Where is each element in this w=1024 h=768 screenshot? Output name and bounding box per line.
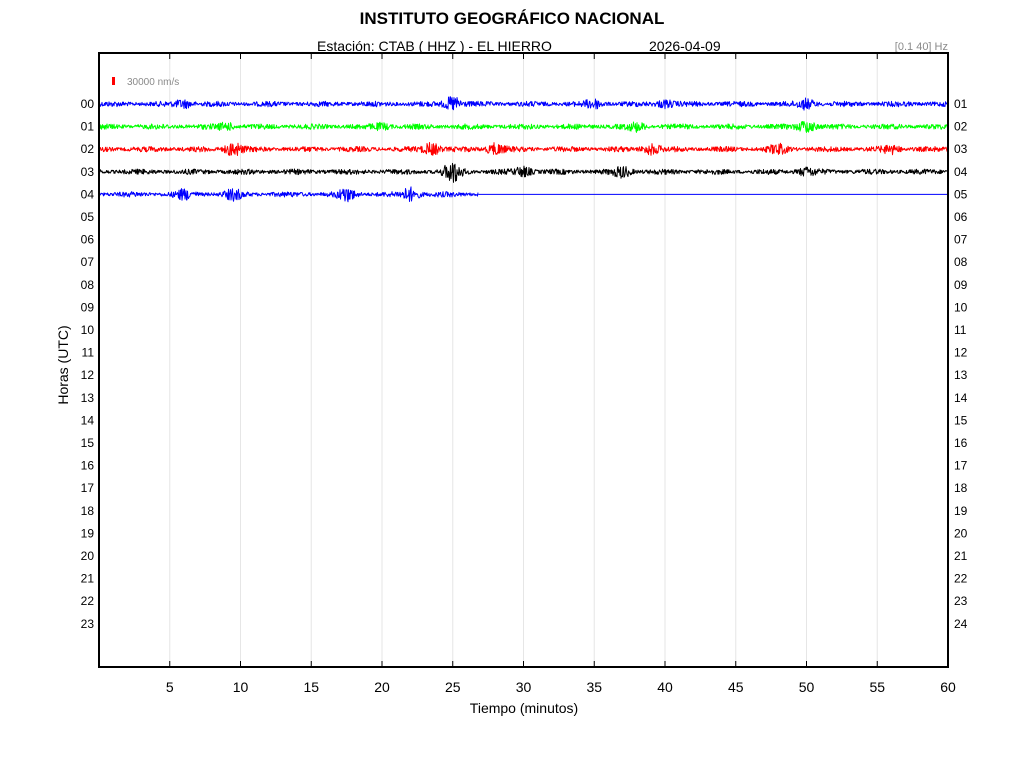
hour-label-right: 10 [954, 300, 968, 314]
hour-label-left: 15 [81, 436, 95, 450]
x-tick-label: 60 [940, 679, 956, 695]
hour-label-left: 01 [81, 120, 95, 134]
hour-label-left: 23 [81, 617, 95, 631]
hour-label-left: 08 [81, 278, 95, 292]
hour-label-right: 22 [954, 572, 968, 586]
hour-label-right: 21 [954, 549, 968, 563]
page-title: INSTITUTO GEOGRÁFICO NACIONAL [359, 9, 665, 28]
hour-label-right: 04 [954, 165, 968, 179]
station-label: Estación: CTAB ( HHZ ) - EL HIERRO [317, 38, 552, 54]
hour-label-right: 12 [954, 346, 968, 360]
hour-label-left: 10 [81, 323, 95, 337]
hour-label-left: 03 [81, 165, 95, 179]
x-tick-label: 45 [728, 679, 744, 695]
trace-hour-02 [98, 142, 949, 156]
plot-frame [98, 52, 949, 668]
trace-hour-00 [98, 96, 949, 111]
hour-label-right: 05 [954, 187, 968, 201]
hour-label-right: 17 [954, 459, 968, 473]
hour-label-right: 20 [954, 526, 968, 540]
hour-label-left: 19 [81, 526, 95, 540]
hour-label-right: 06 [954, 210, 968, 224]
hour-label-left: 22 [81, 594, 95, 608]
scale-label: 30000 nm/s [127, 77, 179, 88]
hour-label-left: 17 [81, 481, 95, 495]
trace-hour-03 [98, 162, 949, 183]
hour-label-left: 02 [81, 142, 95, 156]
hour-label-right: 14 [954, 391, 968, 405]
trace-hour-01 [98, 121, 949, 133]
hour-label-left: 12 [81, 368, 95, 382]
x-axis-label: Tiempo (minutos) [469, 700, 579, 716]
hour-label-left: 06 [81, 233, 95, 247]
hour-label-left: 18 [81, 504, 95, 518]
hour-label-right: 07 [954, 233, 968, 247]
hour-label-left: 09 [81, 300, 95, 314]
hour-label-right: 16 [954, 436, 968, 450]
x-tick-label: 40 [657, 679, 673, 695]
scale-bar [112, 77, 115, 85]
x-tick-label: 20 [374, 679, 390, 695]
hour-label-left: 13 [81, 391, 95, 405]
date-label: 2026-04-09 [649, 38, 721, 54]
hour-label-right: 03 [954, 142, 968, 156]
x-tick-label: 35 [586, 679, 602, 695]
hour-label-right: 19 [954, 504, 968, 518]
trace-hour-04 [98, 186, 479, 203]
hour-label-right: 08 [954, 255, 968, 269]
x-tick-label: 10 [233, 679, 249, 695]
hour-label-right: 13 [954, 368, 968, 382]
hour-label-right: 18 [954, 481, 968, 495]
hour-label-right: 24 [954, 617, 968, 631]
hour-label-right: 15 [954, 413, 968, 427]
x-tick-label: 25 [445, 679, 461, 695]
x-tick-label: 15 [303, 679, 319, 695]
hour-label-left: 20 [81, 549, 95, 563]
hour-label-right: 11 [954, 323, 967, 337]
y-axis-label: Horas (UTC) [55, 325, 71, 405]
hour-label-left: 14 [81, 413, 95, 427]
hour-label-left: 21 [81, 572, 95, 586]
hour-label-left: 05 [81, 210, 95, 224]
x-tick-label: 55 [869, 679, 885, 695]
hour-label-left: 16 [81, 459, 95, 473]
x-tick-label: 30 [516, 679, 532, 695]
filter-band-label: [0.1 40] Hz [894, 41, 948, 53]
hour-label-right: 01 [954, 97, 968, 111]
hour-label-right: 02 [954, 120, 968, 134]
x-tick-label: 5 [166, 679, 174, 695]
hour-label-right: 23 [954, 594, 968, 608]
hour-label-left: 07 [81, 255, 95, 269]
hour-label-left: 00 [81, 97, 95, 111]
hour-label-left: 11 [82, 346, 95, 360]
hour-label-right: 09 [954, 278, 968, 292]
hour-label-left: 04 [81, 187, 95, 201]
x-tick-label: 50 [799, 679, 815, 695]
